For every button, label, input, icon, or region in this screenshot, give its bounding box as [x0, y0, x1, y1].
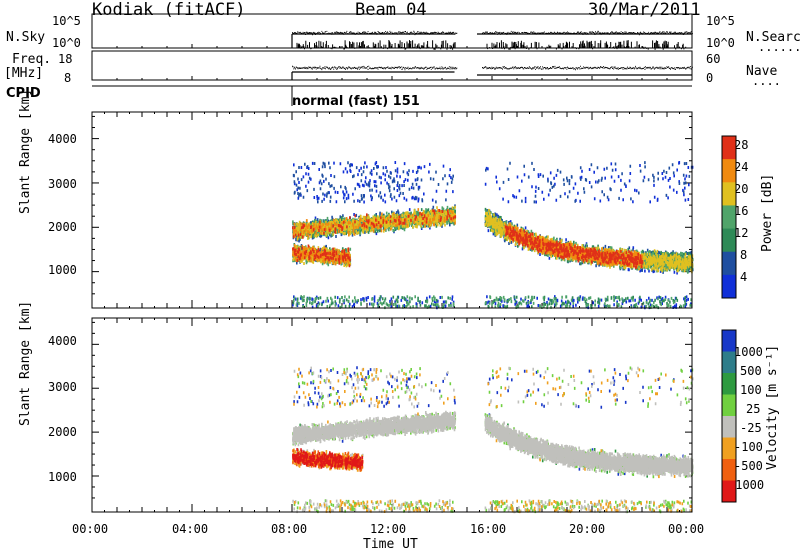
vel-cbtick-minus500: -500: [734, 459, 763, 473]
nsky-trace: [291, 30, 693, 50]
velocity-echo-7: [292, 448, 364, 470]
power-ytick-4000: 4000: [48, 132, 77, 146]
power-colorbar-seg: [722, 159, 736, 183]
station-title: Kodiak (fitACF): [92, 0, 246, 20]
power-cbtick-24: 24: [734, 160, 749, 174]
velocity-ytick-3000: 3000: [48, 380, 77, 394]
vel-cbtick-minus100: -100: [734, 440, 763, 454]
power-cbtick-16: 16: [734, 204, 749, 218]
nsearch-label: N.Search: [746, 30, 800, 45]
nsearch-tick-top: 10^5: [706, 14, 735, 28]
xtick-0400: 04:00: [172, 522, 209, 536]
velocity-colorbar-seg: [722, 394, 736, 417]
power-cbtick-12: 12: [734, 226, 749, 240]
power-panel: [91, 111, 693, 309]
velocity-echo-2: [299, 423, 668, 478]
nsky-strip: [91, 13, 693, 49]
velocity-colorbar-seg: [722, 459, 736, 481]
power-cbtick-28: 28: [734, 138, 749, 152]
velocity-panel-frame: [91, 317, 693, 513]
xtick-2000: 20:00: [569, 522, 606, 536]
velocity-colorbar: [721, 329, 737, 503]
freq-tick-bottom: 8: [64, 71, 72, 85]
vel-cbtick-100: 100: [740, 383, 762, 397]
vel-cbtick-1000: 1000: [734, 345, 763, 359]
freq-strip: [91, 50, 693, 81]
freq-unit-label: [MHz]: [4, 66, 44, 81]
power-cbtick-4: 4: [740, 270, 748, 284]
vel-cbtick-minus1000: -1000: [728, 478, 765, 492]
power-echo-0: [292, 161, 694, 310]
velocity-colorbar-seg: [722, 351, 736, 374]
date-title: 30/Mar/2011: [588, 0, 701, 20]
power-colorbar-seg: [722, 228, 736, 253]
velocity-ytick-4000: 4000: [48, 334, 77, 348]
power-colorbar-seg: [722, 182, 736, 206]
power-colorbar-seg: [722, 205, 736, 230]
xlabel: Time UT: [363, 537, 418, 552]
xtick-0000: 00:00: [72, 522, 109, 536]
power-panel-frame: [91, 111, 693, 309]
velocity-ytick-2000: 2000: [48, 425, 77, 439]
velocity-ytick-1000: 1000: [48, 470, 77, 484]
vel-cbtick-25: 25: [746, 402, 761, 416]
nsky-label: N.Sky: [6, 30, 46, 45]
cpid-value: normal (fast) 151: [292, 94, 420, 109]
velocity-colorbar-seg: [722, 330, 736, 352]
power-colorbar-seg: [722, 251, 736, 276]
nave-label: Nave: [746, 64, 778, 79]
xtick-2400: 00:00: [668, 522, 705, 536]
velocity-colorbar-seg: [722, 373, 736, 395]
power-cbtick-8: 8: [740, 248, 748, 262]
power-ytick-1000: 1000: [48, 263, 77, 277]
power-echo-5: [292, 208, 644, 269]
freq-trace: [292, 65, 693, 71]
xtick-1600: 16:00: [470, 522, 507, 536]
velocity-panel: [91, 317, 693, 513]
xtick-0800: 08:00: [271, 522, 308, 536]
xtick-1200: 12:00: [370, 522, 407, 536]
power-ytick-3000: 3000: [48, 177, 77, 191]
nave-dots: ....: [752, 74, 781, 88]
nsearch-dots: ......: [758, 40, 800, 54]
nsearch-tick-bottom: 10^0: [706, 36, 735, 50]
velocity-echo-0: [293, 366, 692, 476]
nave-tick-top: 60: [706, 52, 721, 66]
vel-cbtick-500: 500: [740, 364, 762, 378]
beam-title: Beam 04: [355, 0, 427, 20]
velocity-colorbar-seg: [722, 437, 736, 460]
velocity-colorbar-seg: [722, 480, 736, 503]
power-ytick-2000: 2000: [48, 220, 77, 234]
freq-tick-top: 18: [58, 52, 73, 66]
power-echo-6: [292, 209, 644, 269]
nave-tick-bottom: 0: [706, 71, 714, 85]
power-colorbar-seg: [722, 136, 736, 160]
nsky-tick-top: 10^5: [52, 14, 81, 28]
power-cbtick-20: 20: [734, 182, 749, 196]
vel-cbtick-minus25: -25: [740, 421, 762, 435]
power-colorbar-seg: [722, 274, 736, 299]
nsky-tick-bottom: 10^0: [52, 36, 81, 50]
velocity-colorbar-seg: [722, 416, 736, 438]
freq-label: Freq.: [12, 52, 52, 67]
cpid-label: CPID: [6, 86, 41, 101]
power-colorbar: [721, 135, 737, 299]
